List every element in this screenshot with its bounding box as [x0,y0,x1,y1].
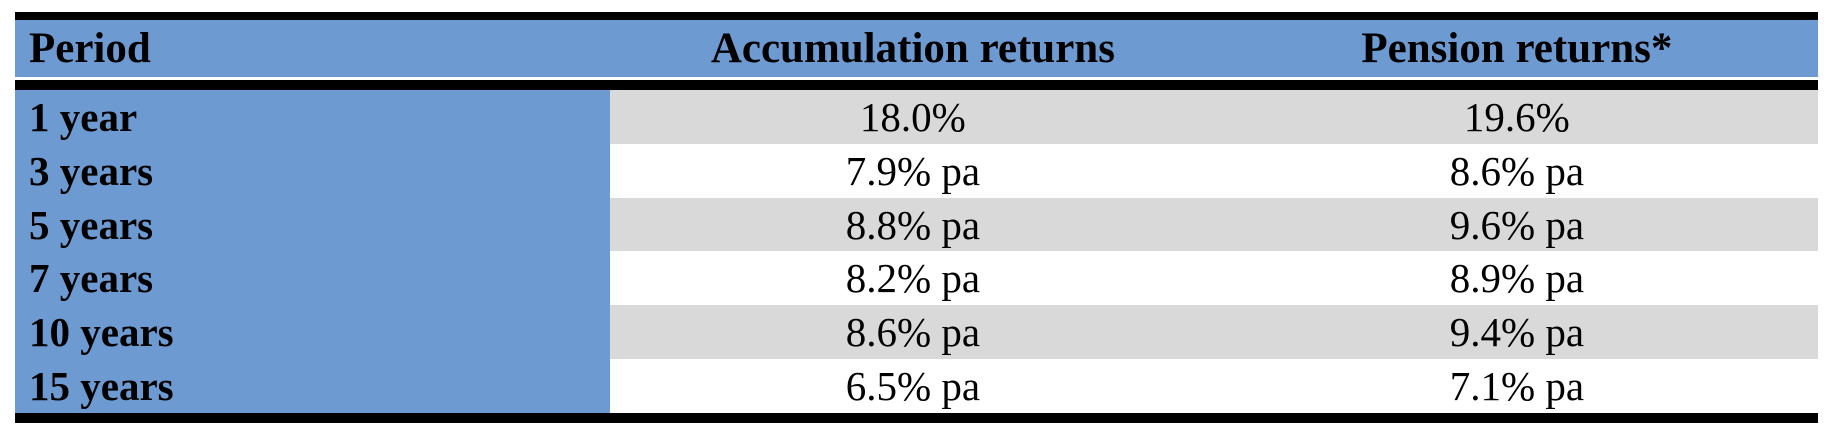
table-row: 7 years 8.2% pa 8.9% pa [15,251,1818,306]
table-row: 3 years 7.9% pa 8.6% pa [15,143,1818,198]
accumulation-value: 8.6% pa [609,305,1216,360]
table-row: 1 year 18.0% 19.6% [15,90,1818,144]
table-bottom-border [15,412,1818,423]
pension-value: 9.4% pa [1215,305,1818,360]
period-cell: 5 years [15,197,610,252]
period-cell: 3 years [15,143,610,198]
period-cell: 1 year [15,90,610,144]
accumulation-value: 8.2% pa [609,251,1216,306]
header-separator-rule [15,80,1818,90]
period-cell: 7 years [15,251,610,306]
returns-table: Period Accumulation returns Pension retu… [15,12,1818,423]
table-row: 15 years 6.5% pa 7.1% pa [15,359,1818,413]
table-header-row: Period Accumulation returns Pension retu… [15,20,1818,80]
column-header-accumulation: Accumulation returns [710,25,1115,72]
table-top-border [15,12,1818,20]
table-row: 5 years 8.8% pa 9.6% pa [15,197,1818,252]
accumulation-value: 8.8% pa [609,197,1216,252]
period-cell: 10 years [15,305,610,360]
pension-value: 19.6% [1215,90,1818,144]
pension-value: 7.1% pa [1215,359,1818,413]
column-header-pension: Pension returns* [1361,25,1673,72]
pension-value: 8.6% pa [1215,143,1818,198]
accumulation-value: 6.5% pa [609,359,1216,413]
table-row: 10 years 8.6% pa 9.4% pa [15,305,1818,360]
pension-value: 9.6% pa [1215,197,1818,252]
period-cell: 15 years [15,359,610,413]
column-header-period: Period [29,25,151,72]
pension-value: 8.9% pa [1215,251,1818,306]
accumulation-value: 7.9% pa [609,143,1216,198]
accumulation-value: 18.0% [609,90,1216,144]
